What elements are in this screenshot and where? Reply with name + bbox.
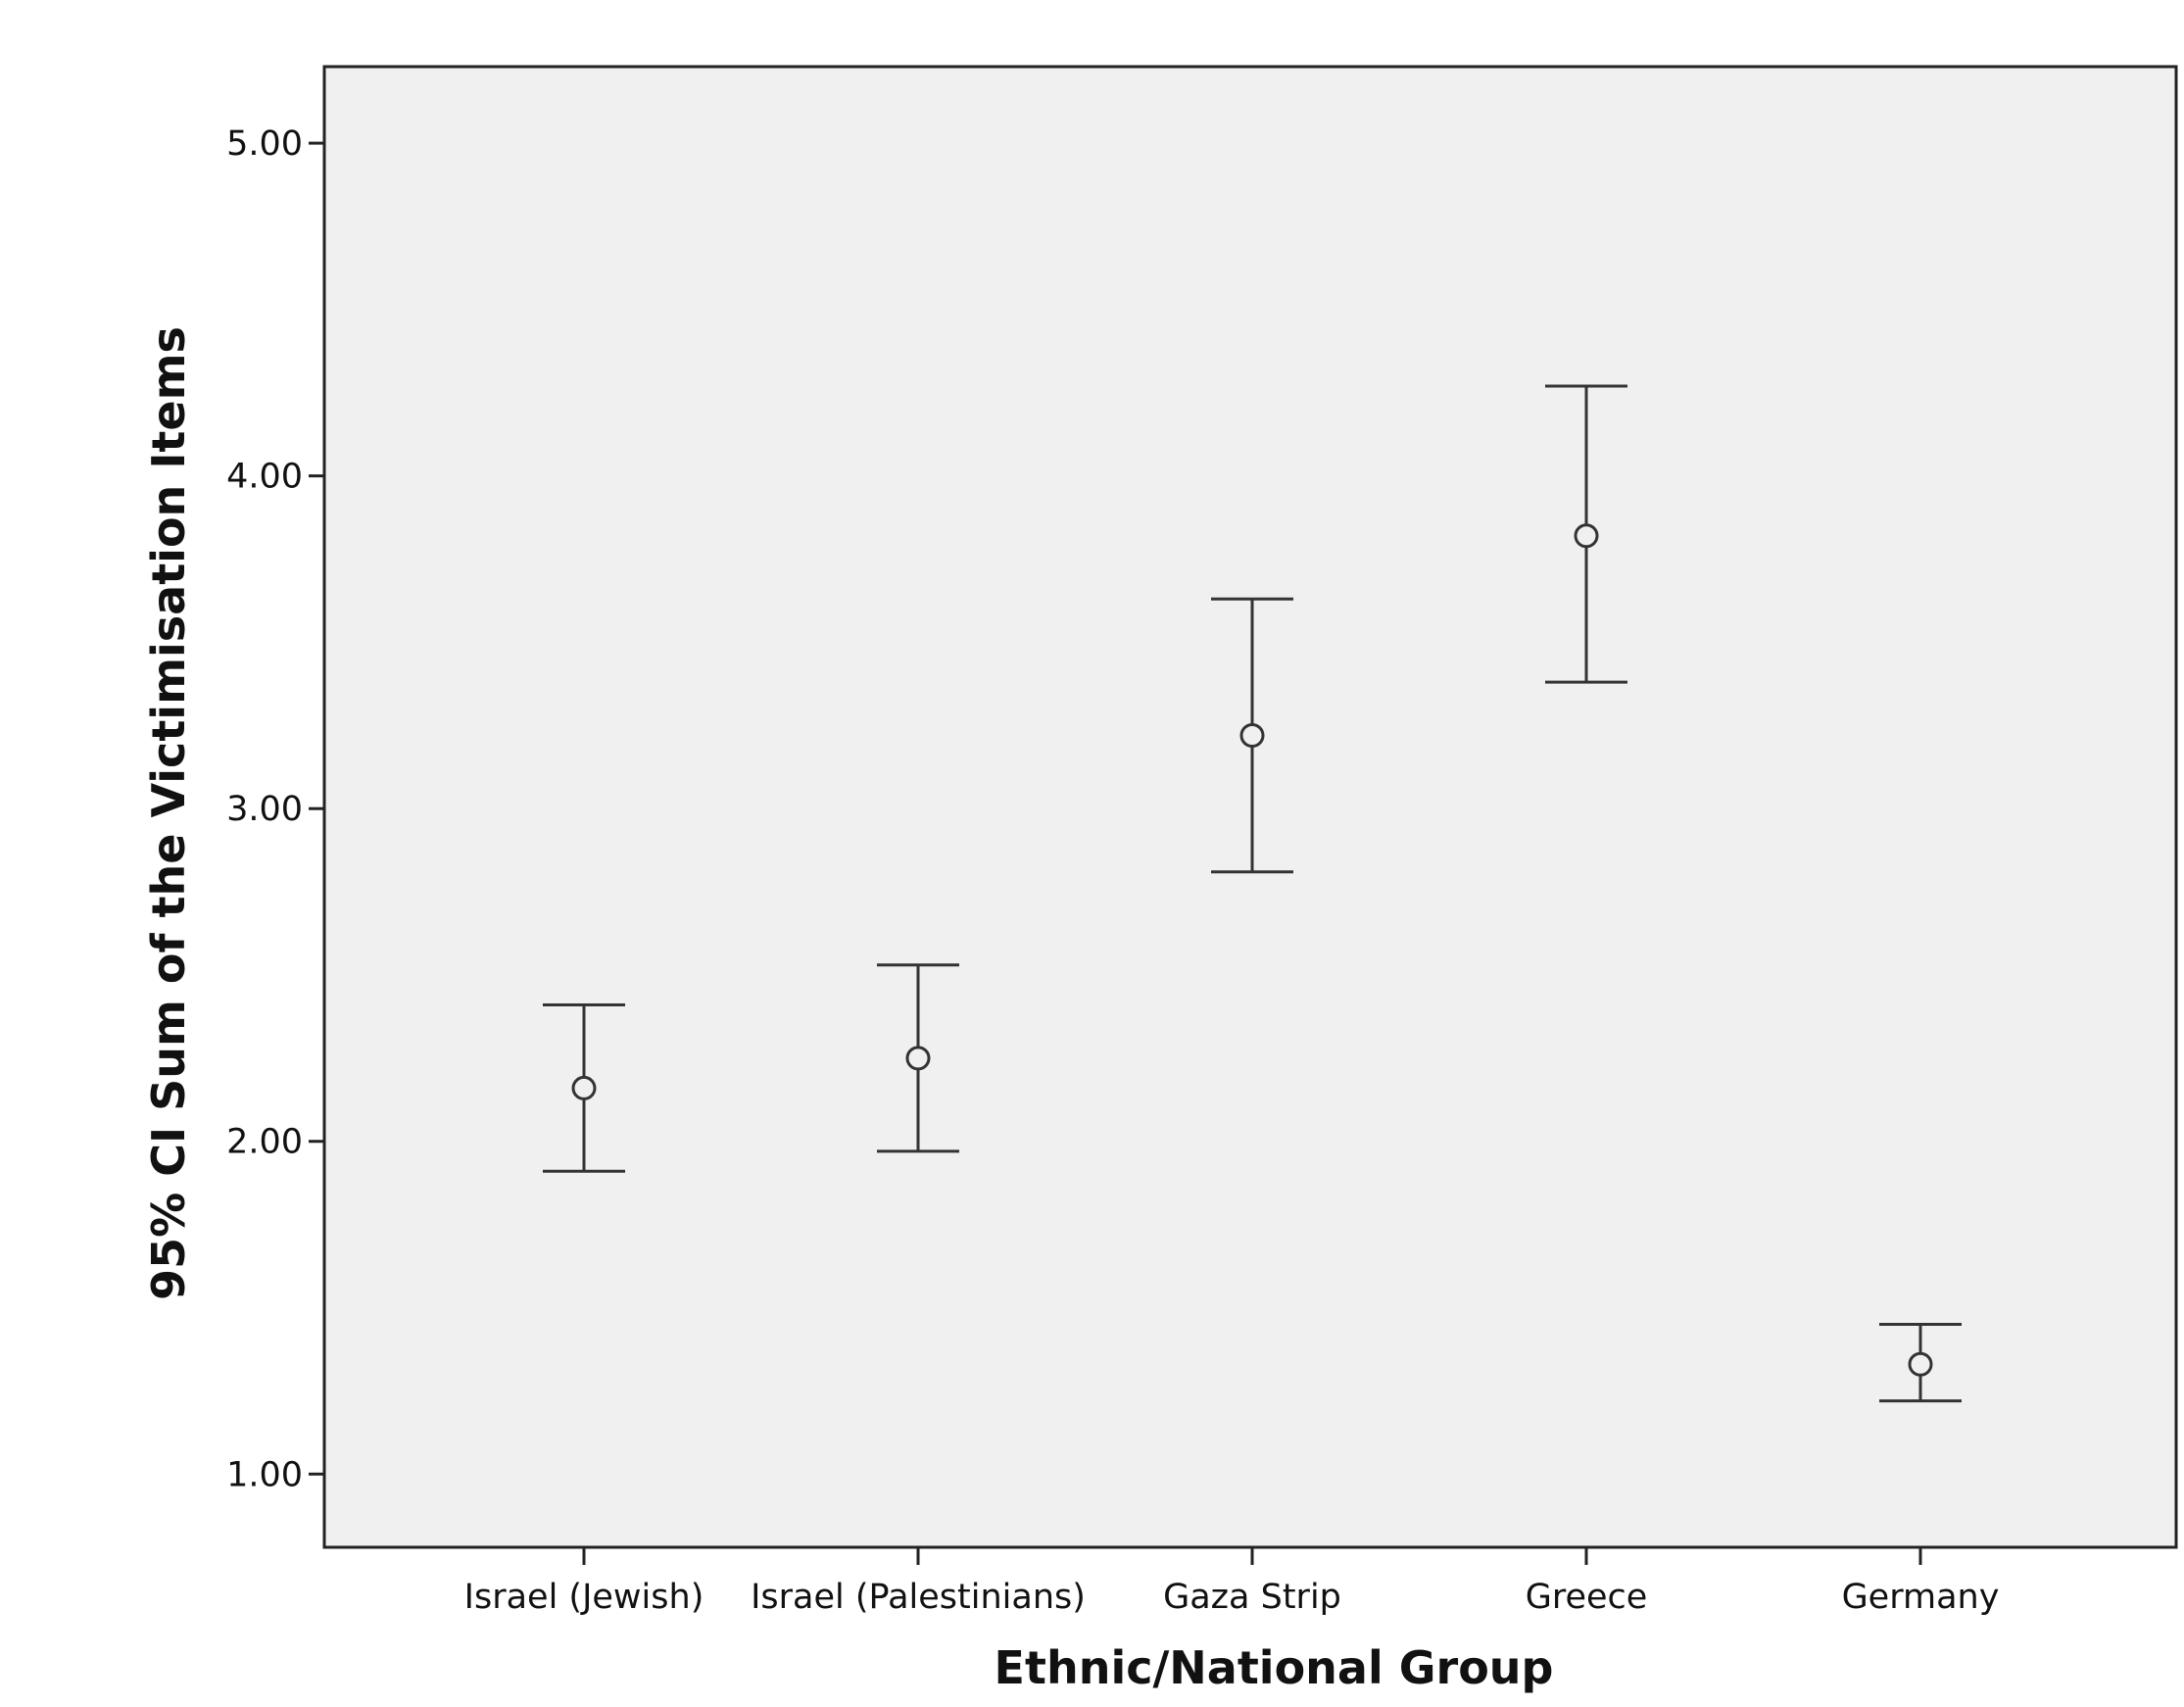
y-tick-label: 3.00 [226,790,303,829]
x-tick-label: Israel (Jewish) [464,1578,704,1617]
x-tick-label: Greece [1526,1578,1648,1617]
plot-area [322,65,2178,1549]
mean-point [1239,722,1265,748]
x-axis: Israel (Jewish) Israel (Palestinians) Gaza… [464,1547,2000,1617]
y-axis: 1.00 2.00 3.00 4.00 5.00 [226,124,324,1494]
y-axis-title: 95% CI Sum of the Victimisation Items [142,326,195,1300]
y-tick-label: 2.00 [226,1123,303,1162]
mean-point [905,1046,931,1071]
x-tick-label: Gaza Strip [1163,1578,1341,1617]
y-tick-label: 1.00 [226,1455,303,1494]
y-tick-label: 4.00 [226,458,303,497]
x-tick-label: Germany [1842,1578,2000,1617]
y-tick-label: 5.00 [226,124,303,164]
x-tick-label: Israel (Palestinians) [751,1578,1086,1617]
error-bars [543,384,1962,1403]
mean-point [571,1075,597,1100]
mean-point [1574,523,1599,549]
x-axis-title: Ethnic/National Group [995,1641,1554,1694]
mean-point [1908,1351,1933,1377]
